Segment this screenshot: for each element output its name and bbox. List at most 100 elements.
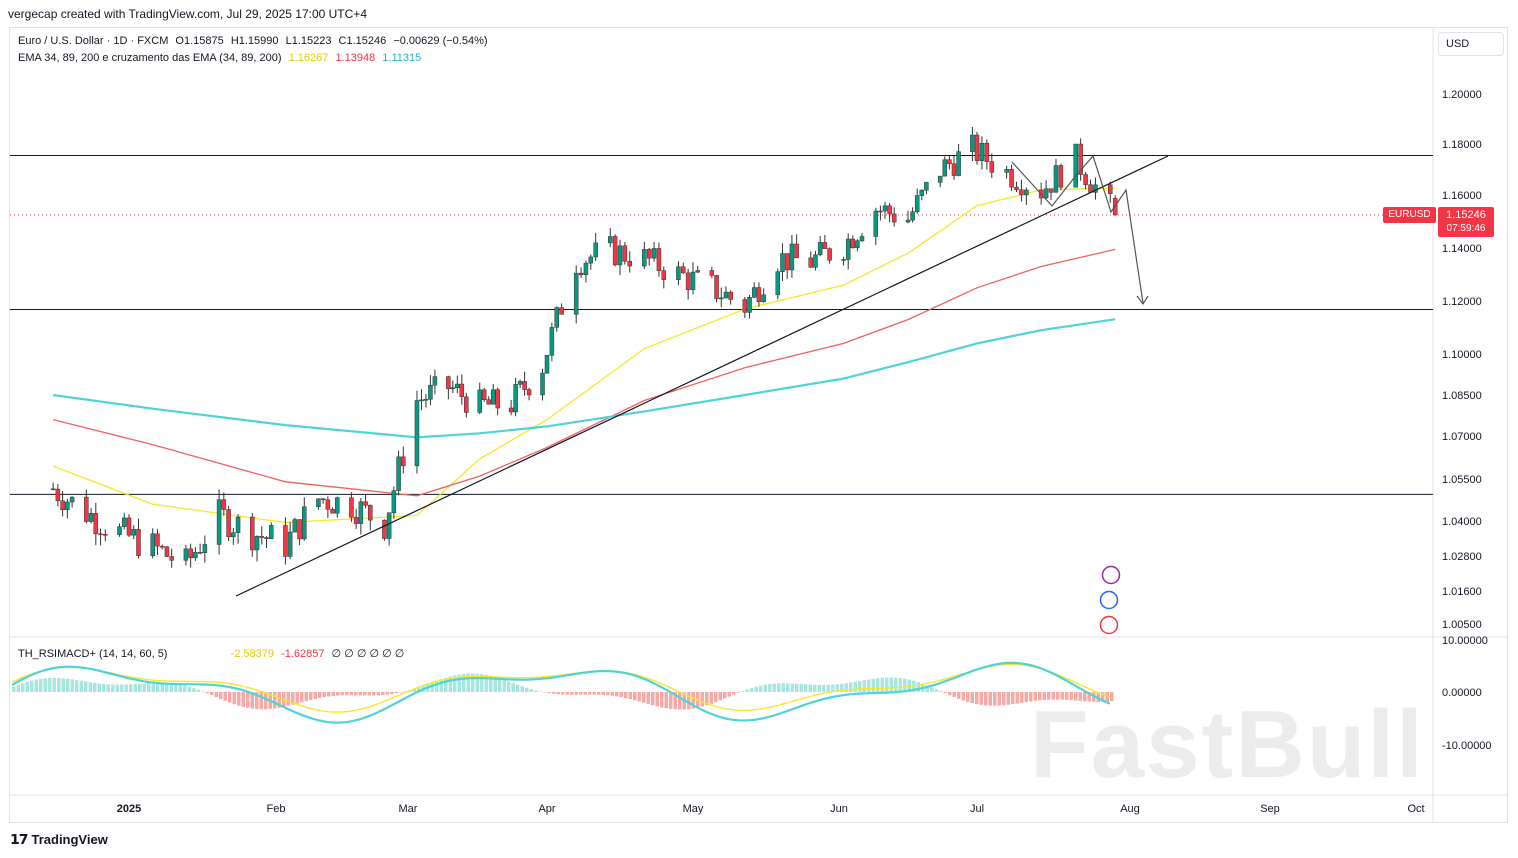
histogram-bar: [115, 684, 119, 692]
histogram-bar: [354, 692, 358, 696]
candle-body: [55, 488, 61, 502]
watermark-text: FastBull: [1030, 691, 1425, 798]
histogram-bar: [444, 677, 448, 692]
histogram-bar: [880, 677, 884, 692]
currency-button[interactable]: USD: [1438, 32, 1504, 56]
candle-body: [974, 134, 980, 161]
histogram-bar: [232, 692, 236, 705]
histogram-bar: [75, 680, 79, 692]
candle-body: [513, 384, 518, 413]
histogram-bar: [1015, 692, 1019, 704]
candle-body: [455, 383, 460, 388]
histogram-bar: [808, 684, 812, 692]
histogram-bar: [349, 692, 353, 696]
histogram-bar: [885, 677, 889, 692]
histogram-bar: [538, 691, 542, 692]
histogram-bar: [277, 692, 281, 708]
footer-brand[interactable]: 𝟭𝟳 TradingView: [10, 831, 108, 848]
time-tick-label: Jul: [970, 803, 984, 815]
histogram-bar: [871, 678, 875, 692]
candle-body: [989, 161, 995, 173]
histogram-bar: [102, 683, 106, 692]
histogram-bar: [894, 677, 898, 692]
candle-body: [1014, 186, 1019, 190]
candle-body: [316, 498, 321, 507]
candle-body: [490, 389, 496, 405]
ohlc-open: O1.15875: [175, 35, 224, 47]
candle-body: [292, 519, 298, 533]
histogram-bar: [898, 677, 902, 692]
histogram-bar: [795, 683, 799, 692]
histogram-bar: [570, 692, 574, 695]
histogram-bar: [615, 692, 619, 697]
candle-body: [789, 243, 795, 271]
histogram-bar: [1006, 692, 1010, 705]
histogram-bar: [381, 692, 385, 696]
ema34-value: 1.16267: [288, 52, 329, 64]
histogram-bar: [327, 692, 331, 697]
histogram-bar: [606, 692, 610, 696]
histogram-bar: [79, 680, 83, 692]
histogram-bar: [574, 692, 578, 695]
ema-indicator-title[interactable]: EMA 34, 89, 200 e cruzamento das EMA (34…: [18, 52, 282, 64]
histogram-bar: [61, 678, 65, 692]
candle-body: [878, 210, 883, 213]
histogram-bar: [142, 683, 146, 692]
candle-body: [979, 142, 985, 161]
candle-body: [937, 175, 943, 183]
histogram-bar: [1042, 692, 1046, 700]
histogram-bar: [673, 692, 677, 710]
candle-body: [1048, 188, 1054, 193]
histogram-bar: [754, 686, 758, 692]
symbol-title[interactable]: Euro / U.S. Dollar · 1D · FXCM: [18, 35, 169, 47]
histogram-bar: [1069, 692, 1073, 701]
histogram-bar: [1078, 692, 1082, 701]
candle-body: [813, 254, 818, 268]
histogram-bar: [822, 684, 826, 692]
signal-line: [11, 663, 1111, 713]
histogram-bar: [804, 684, 808, 692]
candle-body: [859, 236, 865, 242]
indicator-title[interactable]: TH_RSIMACD+ (14, 14, 60, 5): [18, 648, 168, 660]
candle-body: [423, 399, 429, 401]
histogram-bar: [849, 682, 853, 692]
candle-body: [775, 271, 781, 296]
candle-body: [93, 513, 99, 535]
histogram-bar: [331, 692, 335, 696]
histogram-bar: [376, 692, 380, 696]
histogram-bar: [903, 678, 907, 692]
histogram-bar: [309, 692, 313, 700]
histogram-bar: [52, 677, 56, 692]
candle-body: [459, 383, 465, 398]
histogram-bar: [286, 692, 290, 706]
tradingview-logo-icon: 𝟭𝟳: [10, 831, 29, 847]
candle-body: [924, 182, 929, 191]
candle-body: [905, 219, 911, 223]
histogram-bar: [840, 683, 844, 692]
histogram-bar: [525, 687, 529, 692]
histogram-bar: [750, 687, 754, 692]
candle-body: [235, 516, 241, 533]
candle-body: [709, 270, 715, 276]
candle-body: [335, 497, 340, 514]
histogram-bar: [939, 691, 943, 692]
histogram-bar: [304, 692, 308, 702]
histogram-bar: [124, 684, 128, 692]
histogram-bar: [1051, 692, 1055, 700]
histogram-bar: [147, 683, 151, 692]
histogram-bar: [997, 692, 1001, 706]
histogram-bar: [210, 692, 214, 696]
histogram-bar: [237, 692, 241, 706]
ema-line: [52, 187, 1116, 524]
candle-body: [216, 499, 222, 545]
candle-body: [947, 159, 952, 165]
indicator-legend: TH_RSIMACD+ (14, 14, 60, 5) -2.58379 -1.…: [18, 647, 408, 660]
histogram-bar: [768, 684, 772, 692]
candle-body: [970, 134, 975, 152]
rsi-macd-line: [11, 661, 1111, 724]
candle-body: [910, 211, 915, 221]
candle-body: [822, 242, 828, 249]
histogram-bar: [138, 683, 142, 692]
candle-body: [841, 259, 846, 261]
